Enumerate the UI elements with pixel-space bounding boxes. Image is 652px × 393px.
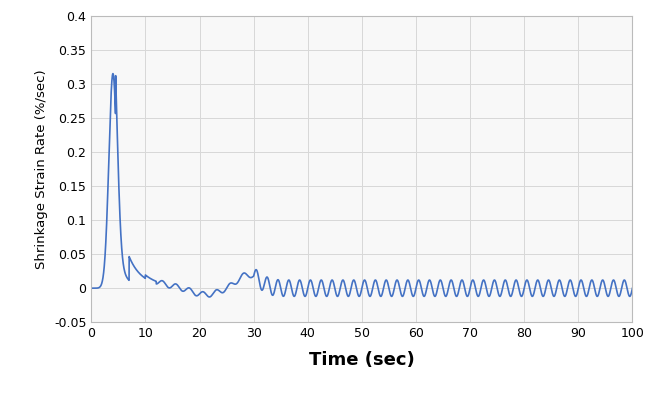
Y-axis label: Shrinkage Strain Rate (%/sec): Shrinkage Strain Rate (%/sec)	[35, 69, 48, 269]
X-axis label: Time (sec): Time (sec)	[309, 351, 415, 369]
